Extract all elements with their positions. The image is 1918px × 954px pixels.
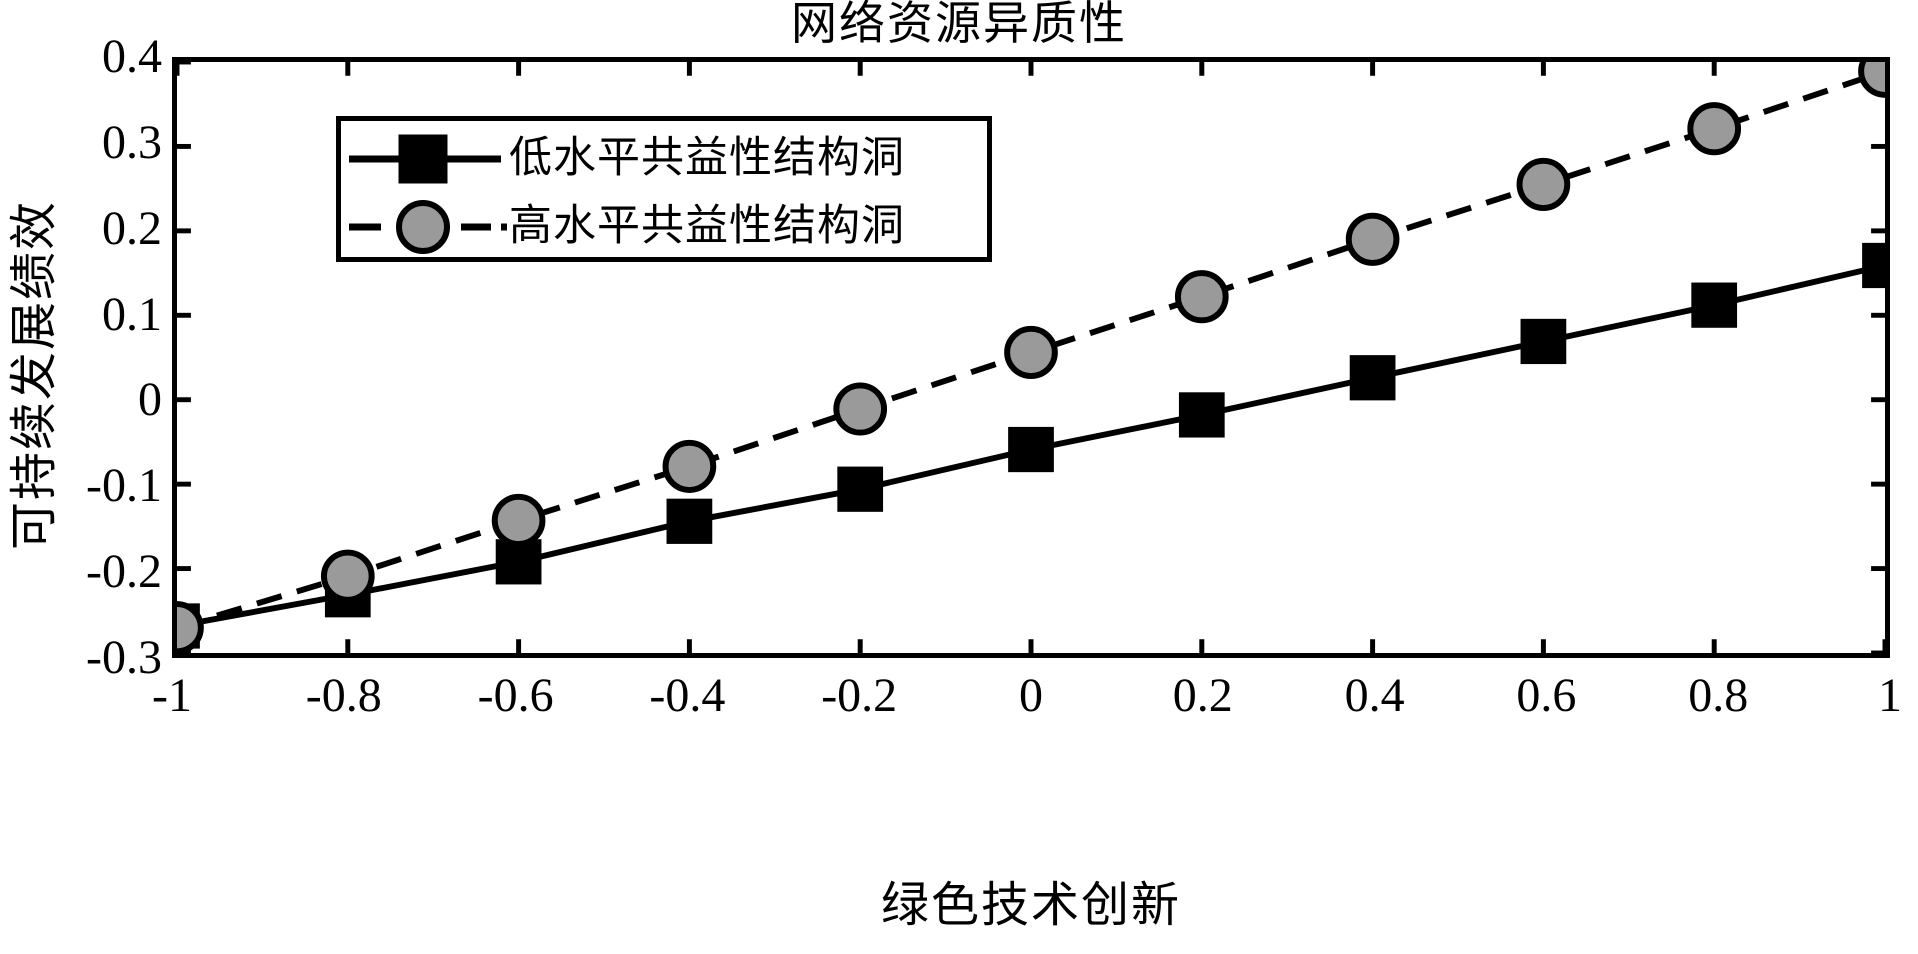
data-point bbox=[662, 439, 717, 493]
legend-label-low: 低水平共益性结构洞 bbox=[509, 135, 905, 182]
data-point bbox=[1008, 426, 1054, 473]
data-point bbox=[833, 382, 888, 436]
x-tick-label: -0.6 bbox=[477, 669, 554, 722]
y-axis-tick-labels: 0.4 0.3 0.2 0.1 0 -0.1 -0.2 -0.3 bbox=[0, 33, 162, 682]
x-tick-label: -1 bbox=[152, 669, 192, 722]
data-point bbox=[1174, 270, 1229, 324]
x-tick-label: 0.2 bbox=[1172, 669, 1233, 722]
x-tick-label: -0.4 bbox=[649, 669, 726, 722]
data-point bbox=[666, 498, 713, 544]
y-tick-label: 0.4 bbox=[102, 30, 162, 83]
data-point bbox=[1520, 318, 1567, 365]
data-point bbox=[1862, 242, 1885, 289]
y-tick-label: -0.3 bbox=[86, 631, 162, 684]
data-point bbox=[491, 493, 546, 547]
x-tick-label: -0.2 bbox=[821, 669, 898, 722]
legend-label-high: 高水平共益性结构洞 bbox=[509, 203, 905, 250]
y-tick-label: 0.1 bbox=[102, 287, 162, 341]
y-tick-label: 0.3 bbox=[102, 115, 162, 169]
y-tick-label: -0.1 bbox=[86, 459, 162, 513]
data-point bbox=[177, 601, 204, 653]
legend: 低水平共益性结构洞 高水平共益性结构洞 bbox=[336, 116, 992, 262]
data-point bbox=[1004, 325, 1058, 379]
x-tick-label: 0.8 bbox=[1688, 669, 1749, 722]
x-tick-label: 0.4 bbox=[1344, 669, 1405, 722]
x-tick-label: 0.6 bbox=[1516, 669, 1577, 722]
x-axis-tick-labels: -1 -0.8 -0.6 -0.4 -0.2 0 0.2 0.4 0.6 0.8 1 bbox=[152, 669, 1902, 732]
data-point bbox=[320, 549, 375, 603]
data-point bbox=[1691, 282, 1738, 328]
legend-sample-square-icon bbox=[341, 129, 509, 189]
data-point bbox=[837, 466, 884, 512]
data-point bbox=[1345, 212, 1400, 266]
x-tick-label: 1 bbox=[1878, 669, 1902, 722]
data-point bbox=[1858, 62, 1885, 98]
data-point bbox=[495, 539, 542, 585]
plot-canvas bbox=[177, 62, 1885, 653]
y-tick-label: -0.2 bbox=[86, 545, 162, 599]
page-title: 网络资源异质性 bbox=[791, 0, 1127, 49]
data-point bbox=[1349, 355, 1396, 401]
x-tick-label: 0 bbox=[1019, 669, 1043, 722]
legend-item-low[interactable]: 低水平共益性结构洞 bbox=[341, 125, 987, 193]
x-tick-label: -0.8 bbox=[305, 669, 382, 722]
x-axis-label: 绿色技术创新 bbox=[880, 879, 1181, 932]
y-tick-label: 0 bbox=[138, 373, 162, 427]
legend-item-high[interactable]: 高水平共益性结构洞 bbox=[341, 193, 987, 261]
data-point bbox=[1178, 392, 1225, 438]
y-tick-label: 0.2 bbox=[102, 201, 162, 255]
data-point bbox=[1516, 157, 1571, 211]
legend-sample-circle-icon bbox=[341, 197, 509, 257]
series-layer bbox=[177, 62, 1885, 653]
data-point bbox=[1687, 102, 1742, 156]
